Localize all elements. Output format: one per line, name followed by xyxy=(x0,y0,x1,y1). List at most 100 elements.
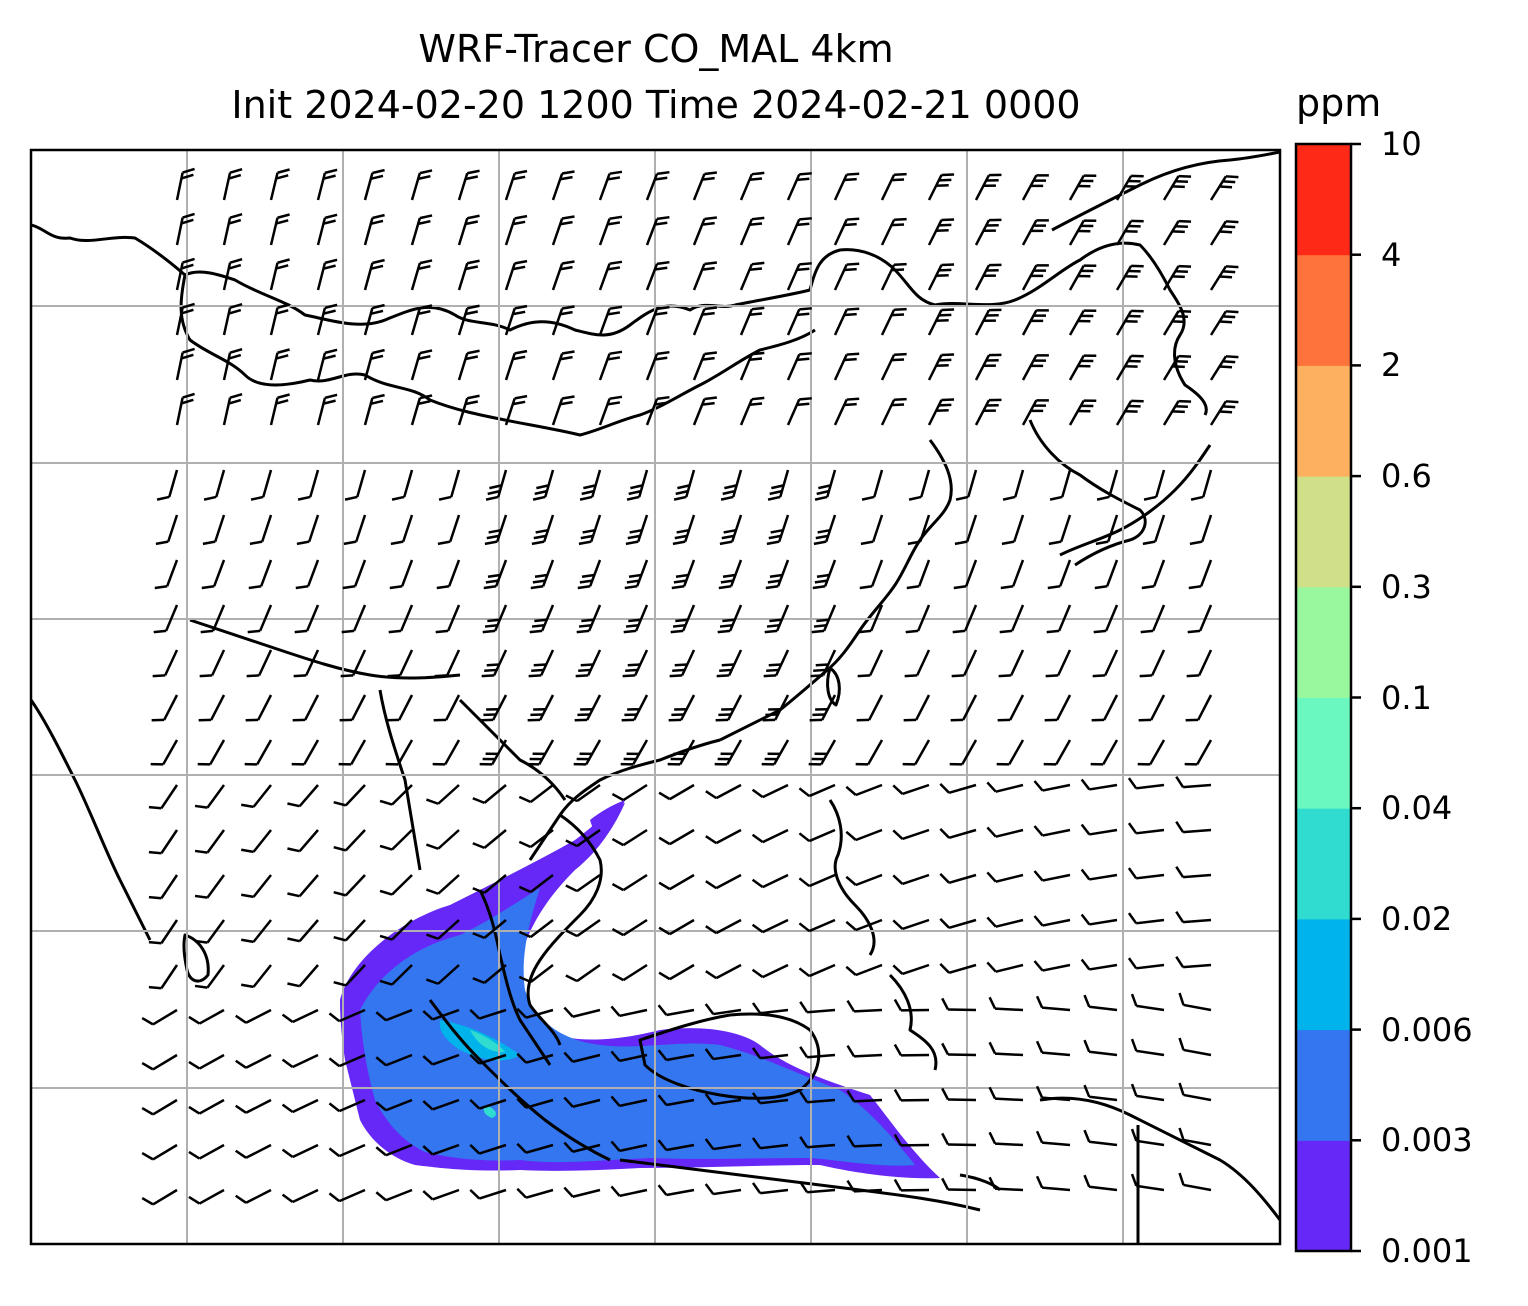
wind-barb xyxy=(194,874,226,899)
wind-barb xyxy=(188,1188,225,1205)
wind-barb xyxy=(240,964,272,989)
wind-barb xyxy=(202,514,226,546)
wind-barb xyxy=(739,396,765,426)
wind-barb xyxy=(504,214,528,246)
wind-barb xyxy=(379,874,413,896)
wind-barb xyxy=(1127,912,1165,925)
wind-barb xyxy=(316,393,338,426)
wind-barb xyxy=(156,469,179,501)
wind-barb xyxy=(240,784,272,809)
wind-barb xyxy=(927,173,955,201)
wind-barb xyxy=(673,469,696,501)
wind-barb xyxy=(833,217,860,246)
wind-barb xyxy=(1185,694,1213,722)
wind-barb xyxy=(858,604,884,634)
colorbar-segment xyxy=(1296,1029,1351,1141)
wind-barb xyxy=(1083,1174,1118,1192)
wind-barb xyxy=(714,739,743,766)
wind-barb xyxy=(704,1093,742,1106)
wind-barb xyxy=(786,397,812,426)
wind-barb xyxy=(148,784,179,810)
wind-barb xyxy=(235,1008,272,1024)
wind-barb xyxy=(623,604,649,634)
wind-barb xyxy=(457,259,480,291)
wind-barb xyxy=(1047,559,1072,590)
wind-barb xyxy=(645,170,670,201)
wind-barb xyxy=(410,304,433,336)
wind-barb xyxy=(988,1041,1024,1057)
wind-barb xyxy=(141,1098,178,1116)
wind-barb xyxy=(518,784,554,804)
wind-barb xyxy=(293,649,320,678)
wind-barb xyxy=(292,694,320,722)
wind-barb xyxy=(201,559,226,590)
wind-barb xyxy=(1000,559,1025,590)
wind-barb xyxy=(1178,1082,1212,1102)
plume-north-strand xyxy=(590,800,625,835)
wind-barb xyxy=(340,649,367,678)
wind-barb xyxy=(516,1142,554,1154)
colorbar-tick-label: 0.04 xyxy=(1381,789,1453,828)
wind-barb xyxy=(422,1143,460,1156)
china-east-coast xyxy=(719,439,953,742)
wind-barb xyxy=(880,352,907,381)
wind-barb xyxy=(433,694,461,722)
wind-barb xyxy=(333,784,366,807)
wind-barb xyxy=(363,258,385,291)
wind-barb xyxy=(846,1089,883,1103)
wind-barb xyxy=(410,349,433,381)
wind-barb xyxy=(798,873,836,888)
wind-barb xyxy=(658,783,695,801)
wind-barb xyxy=(857,649,884,678)
wind-barb xyxy=(469,1098,507,1110)
wind-barb xyxy=(422,1008,460,1021)
sumatra-coast xyxy=(428,999,611,1162)
wind-barb xyxy=(705,918,742,935)
wind-barb xyxy=(563,1186,601,1198)
wind-barb xyxy=(1083,994,1118,1012)
wind-barb xyxy=(949,739,978,766)
wind-barb xyxy=(1209,400,1239,426)
wind-barb xyxy=(363,348,385,381)
wind-barb xyxy=(892,873,930,886)
wind-barb xyxy=(269,393,290,426)
wind-barb xyxy=(410,394,433,426)
wind-barb xyxy=(786,217,812,246)
wind-barb xyxy=(148,919,179,945)
wind-barb xyxy=(530,559,555,590)
wind-barb xyxy=(1209,220,1239,246)
wind-barb xyxy=(222,257,243,291)
wind-barb xyxy=(799,1046,836,1059)
wind-barb xyxy=(246,649,273,678)
wind-barb xyxy=(1068,399,1097,426)
wind-barb xyxy=(1130,1128,1165,1147)
wind-barb xyxy=(798,918,836,933)
myanmar-border xyxy=(378,689,422,871)
wind-barb xyxy=(281,1053,319,1069)
russia-far-east xyxy=(934,241,1208,416)
wind-barb xyxy=(845,963,883,977)
wind-barb xyxy=(343,514,367,546)
wind-barb xyxy=(720,469,743,501)
wind-barb xyxy=(751,1047,789,1060)
wind-barb xyxy=(389,559,414,590)
wind-barb xyxy=(798,963,836,978)
wind-barb xyxy=(328,1098,366,1113)
wind-barb xyxy=(1209,265,1239,291)
wind-barb xyxy=(469,1188,507,1200)
wind-barb xyxy=(422,1188,460,1201)
wind-barb xyxy=(810,649,837,678)
wind-barb xyxy=(574,694,602,722)
malay-peninsula xyxy=(478,889,552,1066)
colorbar-tick-label: 0.6 xyxy=(1381,457,1432,496)
wind-barb xyxy=(576,604,602,634)
wind-barb xyxy=(856,694,884,722)
wind-barb xyxy=(194,964,226,989)
wind-barb xyxy=(296,514,320,546)
wind-barb xyxy=(974,308,1002,336)
wind-barb xyxy=(892,918,930,931)
wind-barb xyxy=(188,1098,225,1115)
wind-barb xyxy=(199,649,226,678)
wind-barb xyxy=(610,1185,648,1198)
wind-barb xyxy=(715,694,743,722)
